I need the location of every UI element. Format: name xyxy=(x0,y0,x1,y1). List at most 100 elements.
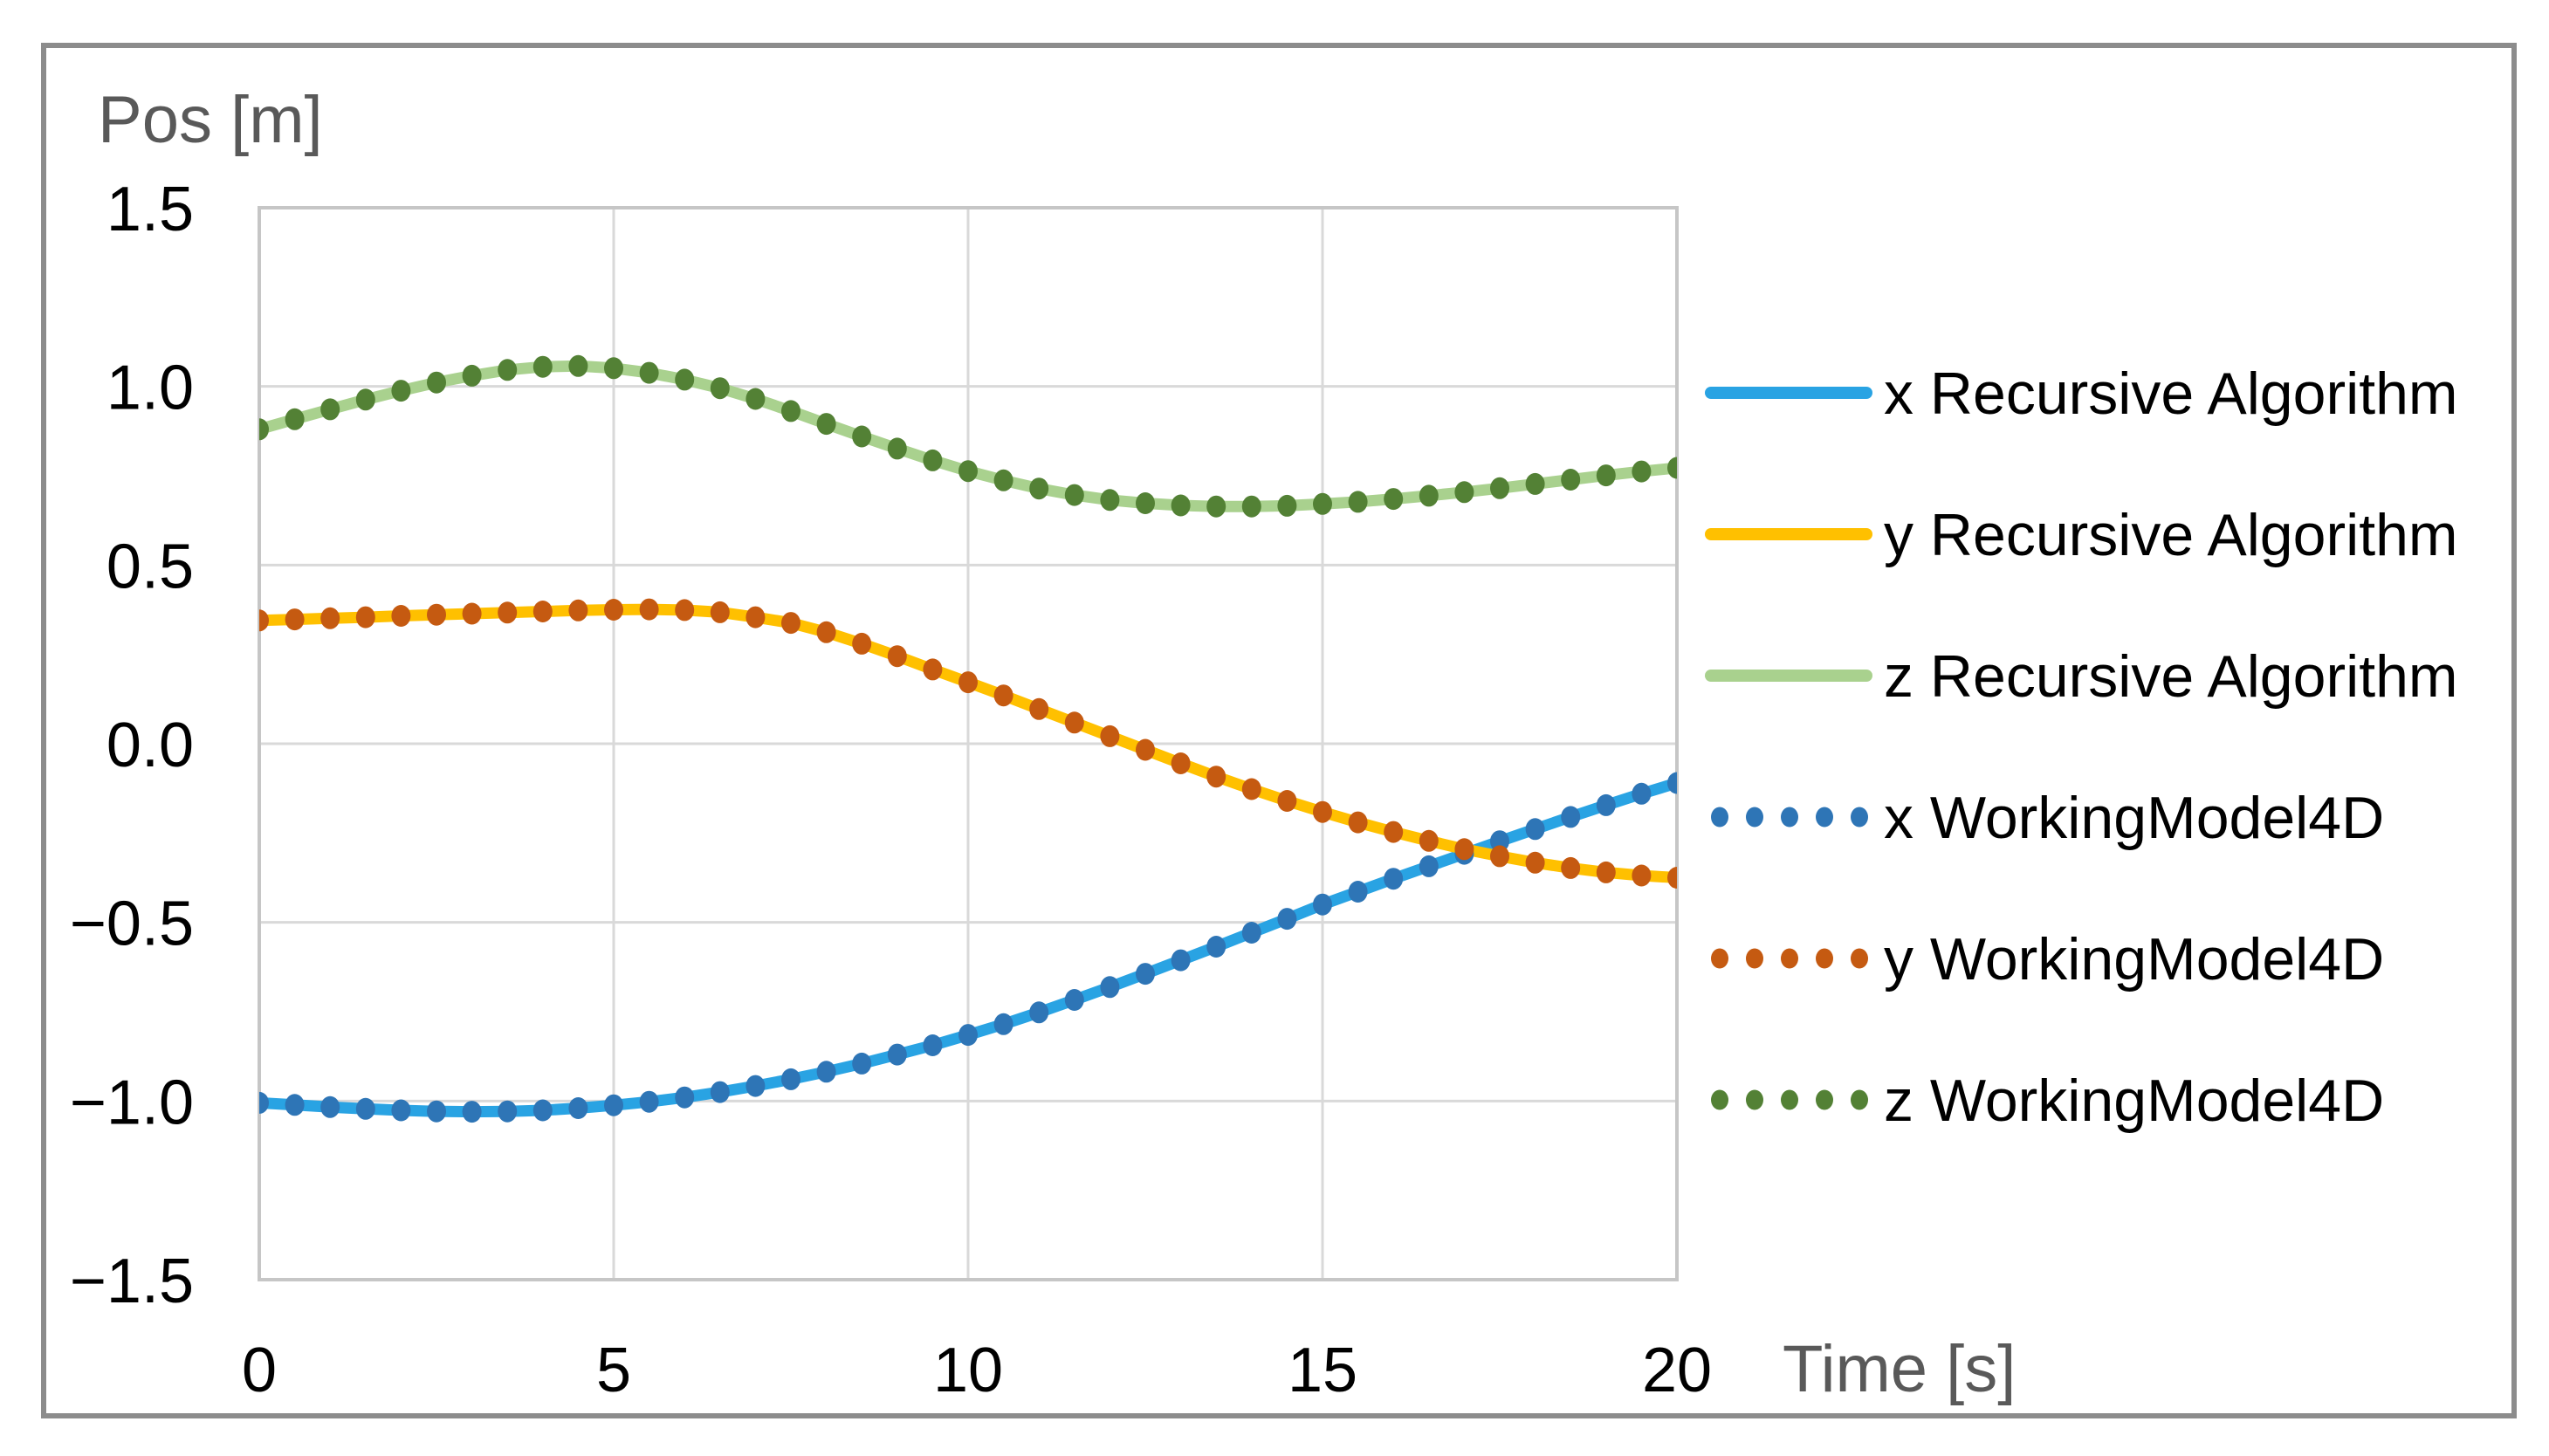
legend-dot-swatch xyxy=(1746,1089,1763,1110)
data-point-marker xyxy=(498,1100,518,1123)
data-point-marker xyxy=(639,598,659,621)
data-point-marker xyxy=(320,398,340,421)
data-point-marker xyxy=(1348,881,1368,903)
data-point-marker xyxy=(259,609,269,632)
legend-item: x Recursive Algorithm xyxy=(1705,361,2458,427)
data-point-marker xyxy=(532,601,553,622)
data-point-marker xyxy=(816,1061,836,1083)
data-point-marker xyxy=(639,1090,659,1113)
data-point-marker xyxy=(391,1099,411,1122)
data-point-marker xyxy=(1064,484,1084,506)
data-point-marker xyxy=(259,1091,269,1114)
data-point-marker xyxy=(498,601,518,624)
data-point-marker xyxy=(1561,856,1581,879)
data-point-marker xyxy=(1206,495,1226,518)
data-point-marker xyxy=(285,408,305,430)
data-point-marker xyxy=(1136,738,1155,761)
legend-label: y WorkingModel4D xyxy=(1884,926,2384,992)
data-point-marker xyxy=(604,357,623,380)
data-point-marker xyxy=(1171,494,1191,517)
data-point-marker xyxy=(781,612,800,635)
data-point-marker xyxy=(1667,772,1677,794)
data-point-marker xyxy=(710,1081,730,1103)
data-point-marker xyxy=(391,380,411,402)
data-point-marker xyxy=(1490,477,1509,499)
legend-dot-swatch xyxy=(1851,807,1868,828)
data-point-marker xyxy=(1632,864,1652,887)
data-point-marker xyxy=(1525,818,1545,841)
figure-border xyxy=(41,43,2517,1418)
data-point-marker xyxy=(355,388,375,411)
data-point-marker xyxy=(1454,481,1474,504)
data-point-marker xyxy=(816,621,836,643)
data-point-marker xyxy=(710,377,730,400)
y-axis-tick-labels: 1.5 1.0 0.5 0.0 −0.5 −1.0 −1.5 xyxy=(70,175,194,1316)
gridlines xyxy=(258,206,1679,1281)
legend-dot-swatch xyxy=(1781,948,1798,969)
legend-label: z WorkingModel4D xyxy=(1884,1068,2384,1134)
data-point-marker xyxy=(1064,711,1084,734)
data-point-marker xyxy=(1100,976,1120,999)
legend-dot-swatch xyxy=(1781,1089,1798,1110)
data-point-marker xyxy=(1667,867,1677,889)
data-point-marker xyxy=(675,599,695,622)
data-point-marker xyxy=(1596,861,1616,883)
data-point-marker xyxy=(639,361,659,384)
y-tick-label: −1.0 xyxy=(70,1068,194,1137)
series-dots-y-workingmodel4d xyxy=(259,598,1677,889)
data-point-marker xyxy=(887,1043,907,1066)
data-point-marker xyxy=(1313,492,1332,515)
data-point-marker xyxy=(1596,793,1616,816)
legend-item: y WorkingModel4D xyxy=(1711,926,2384,992)
data-point-marker xyxy=(1454,838,1474,861)
data-point-marker xyxy=(355,606,375,628)
y-tick-label: −1.5 xyxy=(70,1247,194,1316)
legend-dot-swatch xyxy=(1746,948,1763,969)
data-point-marker xyxy=(1206,936,1226,958)
data-point-marker xyxy=(1419,829,1439,852)
data-point-marker xyxy=(285,1094,305,1116)
data-point-marker xyxy=(887,645,907,668)
y-tick-label: 1.5 xyxy=(106,175,194,244)
data-point-marker xyxy=(1525,851,1545,874)
data-point-marker xyxy=(958,671,978,694)
x-tick-label: 15 xyxy=(1288,1336,1357,1405)
data-point-marker xyxy=(1313,800,1332,823)
data-point-marker xyxy=(1632,460,1652,483)
legend-dot-swatch xyxy=(1816,948,1833,969)
y-tick-label: 0.0 xyxy=(106,711,194,780)
data-point-marker xyxy=(1490,845,1509,868)
data-point-marker xyxy=(852,425,872,448)
data-point-marker xyxy=(745,606,766,628)
data-point-marker xyxy=(1136,963,1155,986)
data-point-marker xyxy=(745,1075,766,1097)
y-tick-label: 1.0 xyxy=(106,354,194,423)
data-point-marker xyxy=(320,607,340,629)
data-point-marker xyxy=(852,1052,872,1075)
legend-dot-swatch xyxy=(1746,807,1763,828)
legend-dot-swatch xyxy=(1711,807,1728,828)
data-point-marker xyxy=(993,684,1013,707)
legend: x Recursive Algorithm y Recursive Algorit… xyxy=(1705,361,2458,1134)
data-point-marker xyxy=(923,449,943,471)
data-point-marker xyxy=(532,1099,553,1122)
legend-dot-swatch xyxy=(1711,1089,1728,1110)
data-point-marker xyxy=(462,1101,482,1123)
data-point-marker xyxy=(462,364,482,387)
data-point-marker xyxy=(1277,908,1297,931)
data-point-marker xyxy=(1561,469,1581,491)
data-point-marker xyxy=(1241,922,1261,944)
data-point-marker xyxy=(993,1013,1013,1035)
legend-dot-swatch xyxy=(1851,948,1868,969)
plot-area-border xyxy=(258,206,1679,1281)
x-axis-title: Time [s] xyxy=(1783,1332,2016,1406)
data-point-marker xyxy=(1241,495,1261,518)
x-tick-label: 10 xyxy=(933,1336,1003,1405)
data-point-marker xyxy=(1632,782,1652,805)
data-point-marker xyxy=(1384,821,1404,843)
legend-item: y Recursive Algorithm xyxy=(1705,502,2458,568)
data-point-marker xyxy=(1136,492,1155,514)
data-point-marker xyxy=(1277,494,1297,517)
data-point-marker xyxy=(1348,811,1368,834)
data-point-marker xyxy=(958,460,978,483)
